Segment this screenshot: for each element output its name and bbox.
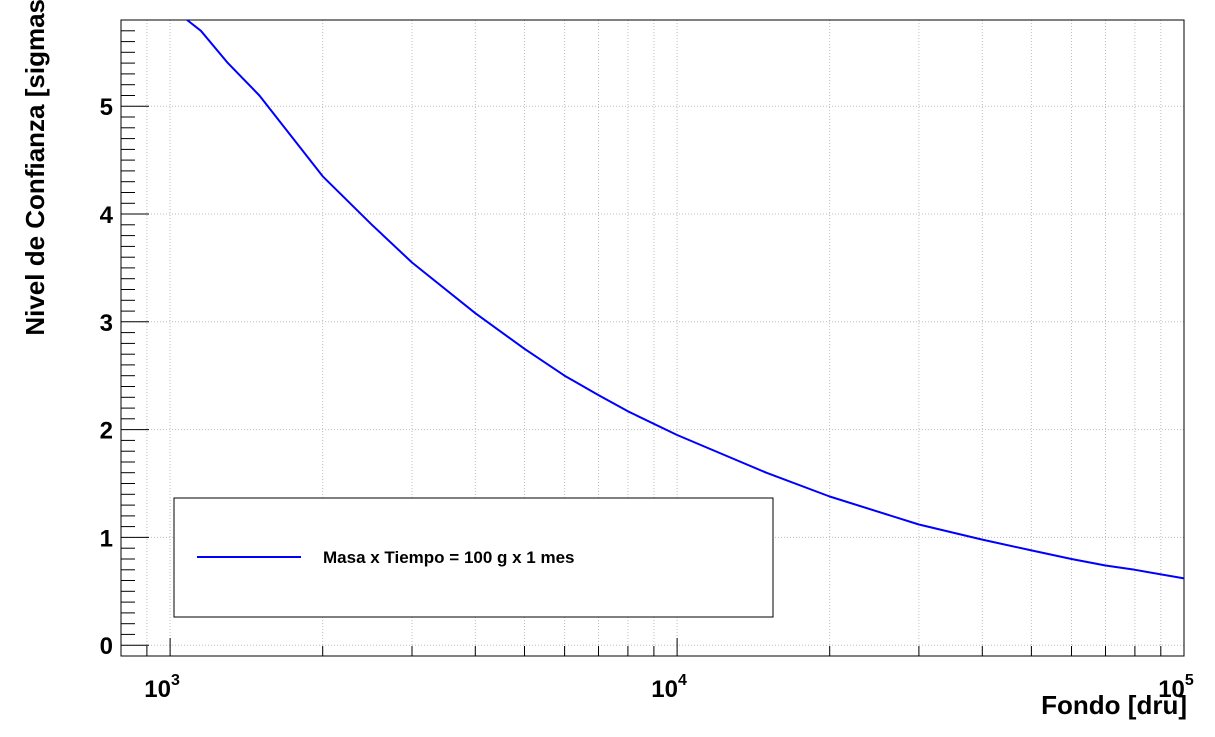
plot-frame — [120, 19, 1185, 657]
series-layer — [186, 19, 1185, 580]
series-line — [186, 19, 1185, 580]
y-tick-label: 4 — [100, 202, 114, 229]
x-tick-label: 103 — [144, 672, 180, 703]
legend: Masa x Tiempo = 100 g x 1 mes — [173, 497, 774, 618]
y-tick-label: 5 — [100, 94, 113, 121]
y-axis-title: Nivel de Confianza [sigmas] — [20, 0, 50, 336]
y-tick-label: 2 — [100, 418, 113, 445]
x-tick-label: 104 — [651, 672, 687, 703]
y-tick-label: 0 — [100, 633, 113, 660]
grid — [120, 20, 1185, 656]
legend-label: Masa x Tiempo = 100 g x 1 mes — [323, 548, 575, 567]
y-tick-label: 1 — [100, 525, 113, 552]
x-axis-title: Fondo [dru] — [1041, 690, 1187, 720]
y-tick-labels: 0 1 2 3 4 5 — [100, 94, 114, 660]
x-tick-labels: 103 104 105 — [144, 672, 1194, 703]
axis-ticks — [120, 30, 1185, 656]
y-tick-label: 3 — [100, 310, 113, 337]
